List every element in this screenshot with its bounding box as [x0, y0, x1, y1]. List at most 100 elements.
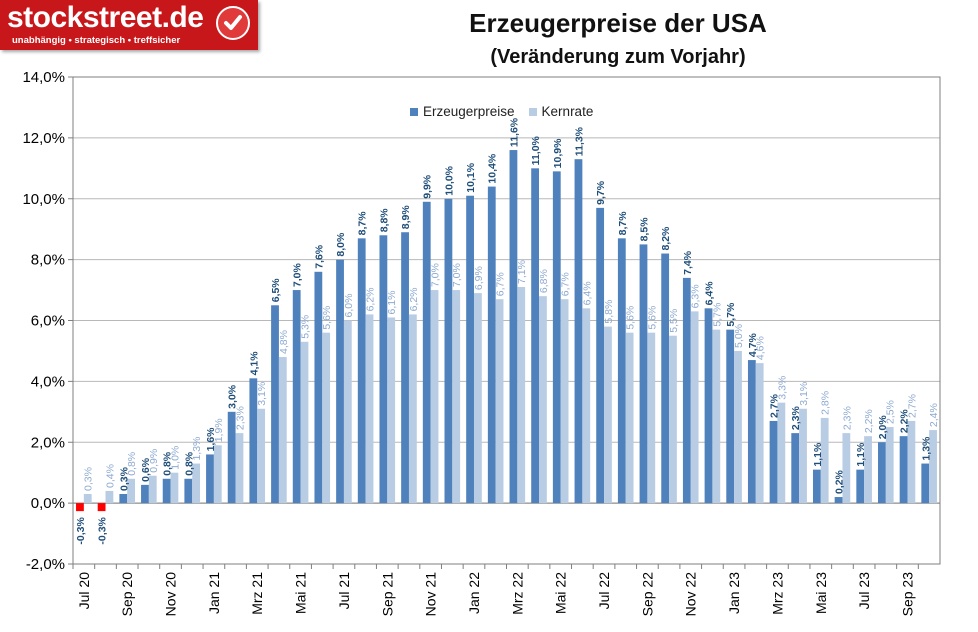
data-label: 6,1% — [386, 291, 398, 315]
bar-erzeugerpreise — [336, 259, 344, 504]
bar-kernrate — [365, 314, 374, 504]
data-label: 4,7% — [747, 332, 759, 357]
data-label: 6,7% — [560, 272, 572, 296]
x-tick-label: Mai 21 — [293, 572, 309, 614]
legend-swatch-series-1 — [410, 107, 418, 116]
x-tick-label: Jan 23 — [726, 572, 742, 614]
bar-kernrate — [820, 417, 829, 504]
bar-kernrate — [430, 290, 439, 504]
x-tick-label: Mrz 22 — [509, 572, 525, 615]
data-label: 5,6% — [625, 306, 637, 330]
bar-kernrate — [647, 332, 656, 504]
bar-erzeugerpreise — [292, 290, 301, 504]
bar-kernrate — [734, 350, 742, 504]
data-label: 2,7% — [906, 394, 918, 418]
x-tick-label: Mai 23 — [813, 572, 829, 614]
brand-name: stockstreet.de — [7, 1, 204, 34]
bar-erzeugerpreise — [639, 244, 648, 504]
bar-erzeugerpreise — [379, 235, 388, 504]
data-label: 7,1% — [516, 260, 528, 284]
data-label: 2,8% — [820, 391, 832, 415]
bar-kernrate — [387, 317, 396, 504]
data-label: 4,8% — [278, 330, 290, 354]
data-label: 2,2% — [863, 409, 875, 433]
bar-kernrate — [842, 433, 851, 504]
bar-erzeugerpreise — [574, 159, 583, 504]
chart-legend: Erzeugerpreise Kernrate — [410, 104, 593, 119]
data-label: 5,7% — [725, 302, 737, 327]
bar-kernrate — [777, 402, 786, 504]
data-label: 2,3% — [234, 406, 246, 430]
data-label: 6,5% — [270, 278, 282, 303]
data-label: 1,9% — [213, 418, 225, 442]
bar-kernrate — [582, 308, 591, 504]
data-label: 11,3% — [573, 126, 585, 156]
data-label: 8,7% — [617, 211, 629, 236]
bar-kernrate — [170, 472, 179, 504]
data-label: 6,2% — [365, 287, 377, 311]
legend-item-series-2: Kernrate — [528, 104, 593, 119]
y-tick-label: 12,0% — [22, 130, 65, 147]
bar-erzeugerpreise — [357, 238, 366, 504]
data-label: 3,0% — [227, 384, 239, 409]
bar-erzeugerpreise — [878, 442, 886, 504]
data-label: 8,0% — [335, 232, 347, 257]
data-label: 2,2% — [899, 409, 911, 434]
brand-logo: stockstreet.de unabhängig • strategisch … — [0, 0, 258, 50]
data-label: 8,2% — [660, 226, 672, 251]
data-label: 11,0% — [530, 135, 542, 165]
bar-kernrate — [604, 326, 612, 504]
y-tick-label: 4,0% — [31, 373, 65, 390]
x-tick-label: Sep 23 — [899, 572, 915, 617]
bar-erzeugerpreise — [184, 478, 193, 504]
legend-label-series-1: Erzeugerpreise — [423, 104, 515, 119]
data-label: 3,3% — [776, 376, 788, 400]
bar-kernrate — [408, 314, 417, 504]
data-label: 10,0% — [443, 165, 455, 195]
bar-kernrate — [192, 463, 201, 504]
data-label: 6,4% — [581, 281, 593, 305]
data-label: 1,3% — [191, 437, 203, 461]
checkmark-icon — [216, 6, 250, 40]
data-label: 1,1% — [812, 442, 824, 467]
data-label: 8,7% — [357, 211, 369, 236]
data-label: -0,3% — [97, 516, 109, 544]
bar-kernrate — [83, 493, 92, 504]
x-tick-label: Nov 20 — [163, 572, 179, 617]
data-label: 4,6% — [755, 336, 767, 360]
x-tick-label: Jul 20 — [76, 572, 92, 610]
data-label: 10,9% — [552, 138, 564, 168]
bar-erzeugerpreise — [834, 497, 843, 504]
data-label: 9,7% — [595, 180, 607, 205]
bar-kernrate — [300, 341, 309, 504]
x-tick-label: Jan 22 — [466, 572, 482, 614]
bar-kernrate — [864, 436, 872, 504]
data-label: 2,3% — [841, 406, 853, 430]
data-label: 2,7% — [769, 393, 781, 418]
data-label: 7,4% — [682, 250, 694, 275]
data-label: 6,0% — [343, 294, 355, 318]
bar-erzeugerpreise — [509, 150, 518, 504]
x-tick-label: Nov 21 — [423, 572, 439, 617]
data-label: 2,5% — [885, 400, 897, 424]
bar-kernrate — [235, 433, 244, 504]
bar-erzeugerpreise — [812, 469, 821, 504]
data-label: 6,3% — [690, 284, 702, 308]
bar-erzeugerpreise — [682, 277, 691, 504]
x-tick-label: Sep 20 — [119, 572, 135, 617]
legend-swatch-series-2 — [528, 107, 537, 116]
data-label: 5,6% — [646, 306, 658, 330]
chart-title: Erzeugerpreise der USA — [469, 8, 767, 38]
y-tick-label: 0,0% — [31, 495, 65, 512]
data-label: -0,3% — [75, 516, 87, 544]
bar-kernrate — [539, 296, 547, 504]
data-label: 0,4% — [104, 464, 116, 488]
data-label: 4,1% — [248, 351, 260, 376]
x-tick-label: Nov 22 — [683, 572, 699, 617]
bar-kernrate — [322, 332, 331, 504]
x-tick-label: Mrz 21 — [249, 572, 265, 615]
bar-kernrate — [105, 490, 114, 504]
bar-erzeugerpreise — [661, 253, 670, 504]
data-label: 5,8% — [603, 300, 615, 324]
bar-erzeugerpreise — [444, 198, 453, 504]
